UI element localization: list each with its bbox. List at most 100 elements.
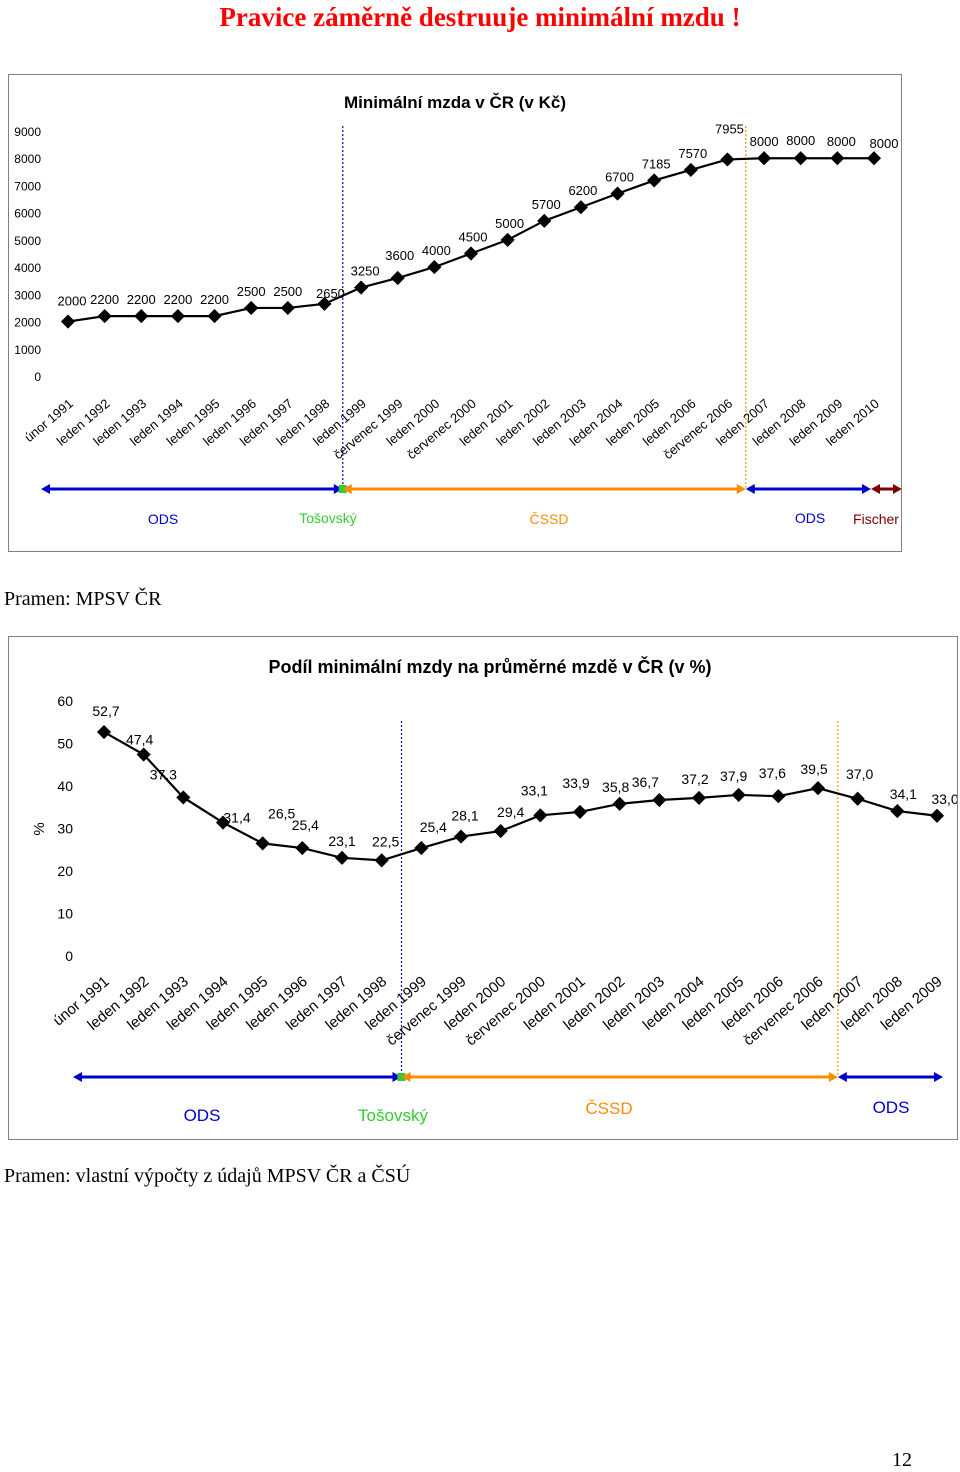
data-point (215, 815, 231, 830)
data-point (427, 260, 442, 275)
data-point (612, 796, 627, 811)
data-label: 5700 (532, 197, 561, 212)
period-arrow-head-left (837, 1072, 847, 1082)
data-label: 36,7 (632, 774, 659, 790)
data-label: 2650 (316, 286, 345, 301)
data-point (757, 151, 772, 166)
data-label: 33,9 (562, 775, 589, 791)
data-point (244, 300, 259, 316)
data-label: 25,4 (292, 817, 319, 833)
data-label: 37,6 (759, 765, 786, 781)
data-point (537, 213, 552, 228)
period-label: ČSSD (585, 1099, 632, 1118)
data-label: 7185 (642, 156, 671, 171)
data-point (334, 850, 350, 865)
y-tick-label: 0 (65, 948, 73, 964)
data-point (60, 314, 76, 329)
data-point (850, 791, 865, 806)
data-point (890, 804, 905, 819)
data-point (295, 840, 310, 856)
data-label: 3600 (385, 248, 414, 263)
period-label: ODS (873, 1098, 910, 1117)
period-label: ODS (148, 511, 178, 527)
data-label: 22,5 (372, 833, 399, 849)
y-axis-label: % (31, 822, 48, 835)
chart-minimum-wage-svg: Minimální mzda v ČR (v Kč) 0 1000 2000 3000 4… (14, 93, 902, 527)
y-tick-label: 5000 (14, 234, 41, 248)
chart-wage-share-svg: Podíl minimální mzdy na průměrné mzdě v … (31, 656, 959, 1125)
data-label: 37,3 (150, 766, 177, 782)
data-point (374, 853, 389, 868)
period-label: Tošovský (299, 510, 357, 526)
data-label: 4500 (459, 230, 488, 245)
data-point (134, 309, 149, 324)
data-point (691, 790, 707, 805)
chart-title: Minimální mzda v ČR (v Kč) (344, 93, 566, 112)
data-point (170, 309, 185, 324)
data-label: 8000 (750, 134, 779, 149)
data-point (453, 829, 469, 844)
data-label: 35,8 (602, 779, 629, 795)
data-point (683, 162, 698, 177)
source-note-2: Pramen: vlastní výpočty z údajů MPSV ČR … (4, 1165, 411, 1187)
data-label: 23,1 (328, 833, 355, 849)
data-point (97, 309, 112, 324)
data-label: 31,4 (223, 810, 250, 826)
y-tick-label: 9000 (14, 125, 41, 139)
y-tick-label: 40 (57, 778, 73, 794)
data-label: 2200 (127, 292, 156, 307)
y-tick-label: 6000 (14, 207, 41, 221)
data-point (280, 300, 295, 316)
y-tick-label: 3000 (14, 288, 41, 302)
period-label: Tošovský (358, 1106, 428, 1125)
chart-title: Podíl minimální mzdy na průměrné mzdě v … (268, 656, 711, 677)
data-label: 29,4 (497, 804, 524, 820)
page-title: Pravice záměrně destruuje minimální mzdu… (219, 2, 741, 32)
data-point (533, 808, 548, 823)
period-arrow-head-right (934, 1072, 943, 1082)
data-point (255, 836, 270, 851)
data-label: 6200 (568, 183, 597, 198)
data-label: 8000 (827, 134, 856, 149)
y-tick-label: 30 (57, 821, 73, 837)
data-label: 8000 (870, 136, 899, 151)
y-tick-label: 4000 (14, 261, 41, 275)
data-point (317, 296, 332, 311)
data-label: 33,1 (521, 782, 548, 798)
period-arrow-head-left (871, 484, 880, 494)
source-note-1: Pramen: MPSV ČR (4, 588, 162, 610)
data-point (731, 787, 746, 802)
data-label: 7955 (715, 121, 744, 136)
data-point (610, 186, 625, 201)
data-point (572, 804, 588, 819)
period-arrow-head-left (745, 484, 755, 494)
data-label: 2500 (273, 284, 302, 299)
period-arrow-head-left (342, 484, 352, 494)
data-label: 47,4 (126, 732, 153, 748)
data-point (830, 151, 845, 166)
period-arrow-head-left (41, 484, 50, 494)
period-label: ODS (184, 1106, 221, 1125)
data-label: 34,1 (890, 786, 917, 802)
y-tick-label: 7000 (14, 179, 41, 193)
data-point (810, 781, 826, 796)
y-tick-label: 2000 (14, 316, 41, 330)
data-label: 28,1 (451, 808, 478, 824)
data-label: 37,0 (846, 766, 873, 782)
y-tick-label: 10 (57, 906, 73, 922)
data-label: 39,5 (800, 761, 827, 777)
period-arrow-head-left (73, 1072, 82, 1082)
data-label: 33,0 (931, 791, 957, 807)
data-point (414, 840, 429, 856)
period-arrow-head-right (333, 484, 343, 494)
data-label: 2200 (200, 292, 229, 307)
data-point (96, 724, 112, 740)
data-label: 2200 (163, 292, 192, 307)
data-label: 26,5 (268, 805, 295, 821)
period-arrow-head-right (392, 1072, 402, 1082)
chart-wage-share: Podíl minimální mzdy na průměrné mzdě v … (8, 636, 959, 1140)
period-arrow-head-left (401, 1072, 411, 1082)
period-arrow-head-right (893, 484, 902, 494)
period-arrow-head-right (828, 1072, 838, 1082)
data-point (652, 792, 667, 808)
